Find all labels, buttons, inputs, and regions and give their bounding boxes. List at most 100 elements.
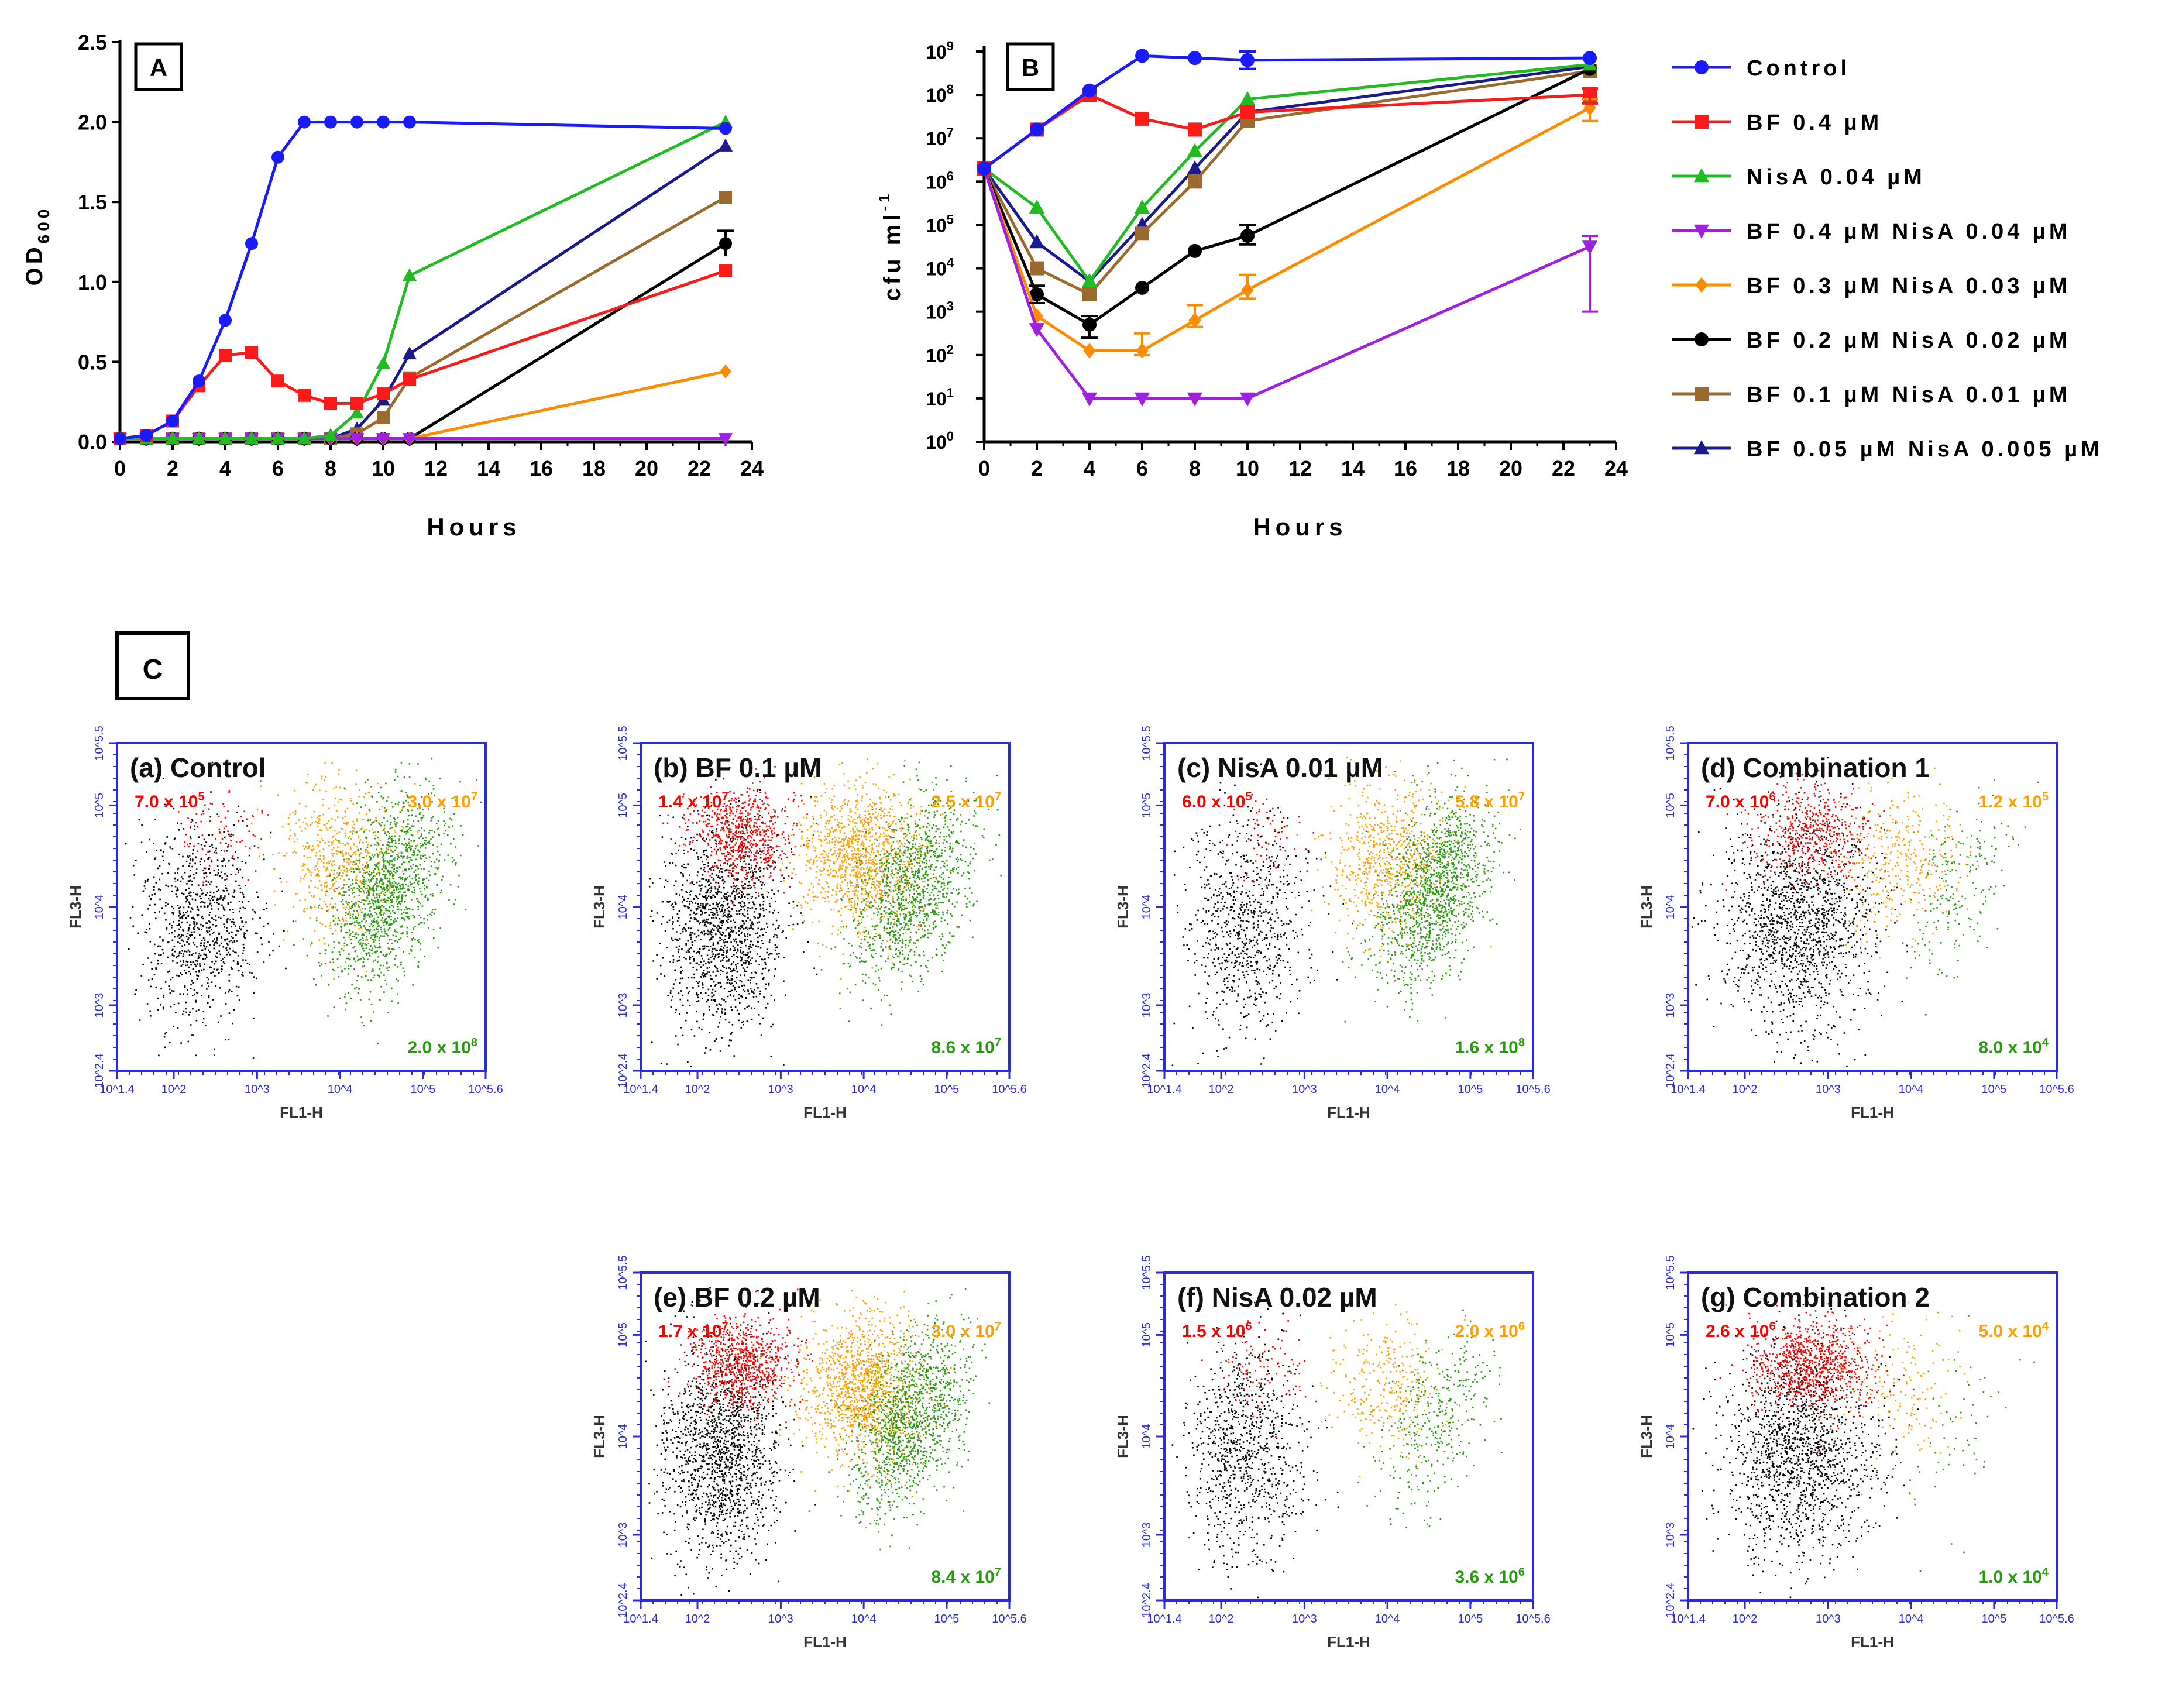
flow-dot-black: [187, 906, 190, 908]
flow-dot-black: [721, 931, 724, 933]
flow-dot-orange: [319, 829, 321, 831]
flow-dot-orange: [346, 871, 348, 873]
flow-dot-green: [420, 817, 422, 819]
flow-dot-green: [386, 860, 389, 862]
flow-dot-red: [232, 855, 234, 857]
flow-dot-black: [196, 894, 198, 896]
flow-dot-black: [148, 895, 150, 898]
flow-dot-black: [185, 936, 188, 937]
flow-dot-black: [203, 867, 205, 870]
flow-dot-orange: [307, 847, 309, 850]
flow-dot-orange: [295, 920, 297, 922]
flow-dot-black: [204, 872, 206, 875]
flow-dot-orange: [352, 854, 354, 855]
flow-dot-green: [348, 968, 350, 970]
flow-dot-black: [686, 1012, 688, 1014]
flow-dot-orange: [373, 905, 374, 906]
flow-dot-green: [350, 901, 353, 902]
flow-dot-green: [428, 856, 431, 858]
flow-dot-orange: [350, 868, 352, 870]
panel-a-error-bar: [717, 229, 734, 257]
flow-dot-black: [194, 943, 196, 946]
flow-dot-black: [715, 975, 717, 977]
legend-label: BF 0.4 µM NisA 0.04 µM: [1747, 219, 2071, 244]
flow-dot-green: [370, 937, 372, 939]
flow-dot-black: [742, 920, 744, 922]
flow-dot-black: [716, 902, 717, 904]
flow-dot-orange: [364, 851, 366, 853]
flow-dot-black: [228, 980, 231, 982]
flow-dot-black: [649, 916, 652, 917]
flow-dot-black: [738, 1013, 740, 1015]
flow-dot-black: [182, 855, 184, 858]
flow-dot-green: [434, 873, 437, 875]
flow-dot-black: [237, 961, 239, 963]
panel-a-y-axis-label-sub: 600: [35, 206, 53, 244]
flow-dot-orange: [341, 869, 343, 871]
flow-dot-orange: [365, 916, 366, 919]
flow-dot-black: [177, 879, 179, 881]
flow-dot-green: [383, 899, 385, 902]
flow-dot-black: [716, 1004, 718, 1006]
flow-dot-green: [418, 914, 420, 916]
flow-dot-orange: [302, 863, 304, 865]
flow-dot-black: [750, 876, 752, 878]
flow-dot-black: [748, 1005, 750, 1007]
flow-dot-black: [216, 859, 219, 861]
flow-dot-black: [246, 825, 248, 827]
flow-dot-green: [421, 868, 422, 870]
flow-dot-red: [736, 820, 738, 822]
flow-dot-black: [185, 889, 187, 891]
flow-dot-black: [702, 1018, 704, 1020]
flow-dot-orange: [343, 879, 345, 881]
flow-dot-black: [742, 833, 744, 834]
flow-dot-green: [388, 845, 390, 847]
flow-dot-black: [759, 869, 762, 871]
flow-dot-green: [376, 879, 378, 881]
flow-dot-black: [174, 950, 176, 953]
flow-dot-green: [370, 949, 373, 951]
flow-dot-orange: [314, 886, 317, 888]
flow-dot-black: [193, 874, 195, 876]
flow-dot-orange: [342, 817, 344, 820]
flow-dot-green: [403, 892, 405, 894]
flow-dot-black: [763, 867, 765, 870]
flow-dot-black: [191, 980, 193, 982]
flow-dot-black: [233, 941, 236, 943]
flow-dot-black: [216, 942, 218, 944]
panel-a-label: A: [150, 54, 167, 81]
flow-dot-orange: [345, 939, 347, 941]
flow-dot-green: [403, 971, 405, 973]
flow-dot-green: [376, 886, 378, 888]
flow-dot-green: [424, 854, 426, 857]
flow-dot-orange: [398, 894, 400, 896]
flow-dot-black: [774, 900, 776, 902]
flow-dot-orange: [345, 822, 346, 824]
flow-dot-black: [717, 930, 719, 932]
flow-dot-orange: [293, 906, 294, 908]
flow-dot-orange: [386, 871, 389, 872]
flow-dot-green: [383, 935, 386, 937]
flow-dot-green: [407, 808, 409, 810]
flow-dot-green: [412, 984, 414, 986]
flow-dot-black: [220, 1015, 222, 1017]
panel-b-point-bf-0-2-m-nisa-0-02-m: [1135, 280, 1149, 295]
flow-dot-black: [685, 951, 688, 953]
flow-dot-black: [730, 926, 733, 929]
flow-dot-green: [415, 865, 417, 867]
flow-dot-orange: [365, 813, 367, 815]
flow-dot-green: [401, 830, 403, 833]
flow-dot-green: [418, 877, 420, 879]
flow-dot-orange: [315, 855, 317, 857]
flow-dot-black: [209, 846, 211, 847]
flow-dot-black: [151, 968, 153, 970]
flow-dot-green: [363, 934, 365, 936]
flow-dot-green: [338, 867, 341, 870]
flow-dot-black: [759, 815, 761, 816]
flow-dot-black: [199, 895, 201, 898]
flow-dot-black: [781, 932, 783, 933]
flow-dot-black: [188, 895, 191, 896]
flow-dot-orange: [309, 917, 311, 919]
flow-dot-green: [345, 867, 348, 870]
flow-dot-red: [208, 808, 210, 810]
